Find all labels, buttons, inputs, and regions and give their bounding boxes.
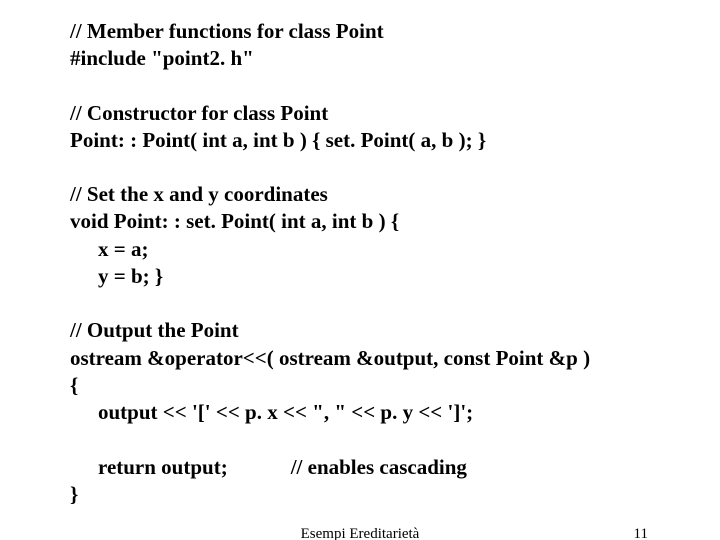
code-line: y = b; } (70, 263, 650, 290)
blank-line (70, 427, 650, 454)
slide-body: // Member functions for class Point #inc… (0, 0, 720, 540)
code-line: { (70, 372, 650, 399)
code-line: } (70, 481, 650, 508)
code-line: // Constructor for class Point (70, 100, 650, 127)
blank-line (70, 73, 650, 100)
code-line: ostream &operator<<( ostream &output, co… (70, 345, 650, 372)
code-line: #include "point2. h" (70, 45, 650, 72)
blank-line (70, 290, 650, 317)
code-line: return output; // enables cascading (70, 454, 650, 481)
code-line: x = a; (70, 236, 650, 263)
footer-title: Esempi Ereditarietà (301, 526, 420, 540)
code-line: void Point: : set. Point( int a, int b )… (70, 208, 650, 235)
blank-line (70, 154, 650, 181)
code-line: output << '[' << p. x << ", " << p. y <<… (70, 399, 650, 426)
code-line: // Member functions for class Point (70, 18, 650, 45)
page-number: 11 (634, 526, 648, 540)
code-line: Point: : Point( int a, int b ) { set. Po… (70, 127, 650, 154)
code-line: // Set the x and y coordinates (70, 181, 650, 208)
code-line: // Output the Point (70, 317, 650, 344)
